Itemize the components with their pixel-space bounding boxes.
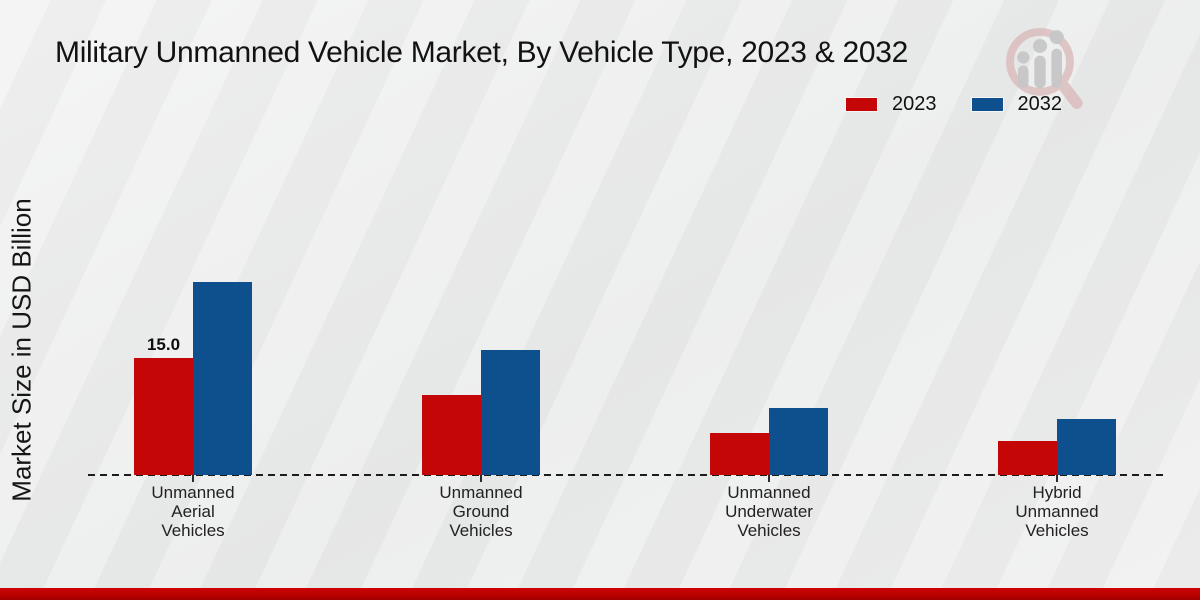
category-label-line: Unmanned bbox=[439, 483, 523, 502]
category-label-line: Ground bbox=[452, 502, 510, 521]
x-axis-tick bbox=[768, 475, 770, 482]
category-label-line: Unmanned bbox=[151, 483, 235, 502]
category-label-line: Aerial bbox=[171, 502, 215, 521]
chart-title: Military Unmanned Vehicle Market, By Veh… bbox=[55, 36, 908, 69]
legend-label-2032: 2032 bbox=[1017, 93, 1063, 115]
legend-item-2023: 2023 bbox=[845, 93, 937, 116]
category-label: Unmanned Underwater Vehicles bbox=[669, 483, 869, 540]
category-label: Unmanned Ground Vehicles bbox=[381, 483, 581, 540]
legend-swatch-2023 bbox=[845, 97, 878, 112]
x-axis-tick bbox=[480, 475, 482, 482]
x-axis-tick bbox=[1056, 475, 1058, 482]
category-label-line: Vehicles bbox=[1025, 521, 1089, 540]
legend-item-2032: 2032 bbox=[970, 93, 1063, 116]
bar-value-label: 15.0 bbox=[146, 335, 181, 354]
x-axis-tick bbox=[192, 475, 194, 482]
bar-2023-2 bbox=[422, 395, 481, 475]
bar-2032-3 bbox=[769, 408, 828, 475]
category-label-line: Underwater bbox=[725, 502, 813, 521]
legend-label-2023: 2023 bbox=[892, 93, 937, 115]
legend: 2023 2032 bbox=[845, 93, 1062, 116]
x-axis-baseline bbox=[88, 474, 1164, 476]
bar-2023-4 bbox=[998, 441, 1057, 475]
watermark-logo-icon bbox=[1006, 27, 1083, 109]
footer-accent-bar bbox=[0, 588, 1200, 600]
category-label: Unmanned Aerial Vehicles bbox=[93, 483, 293, 540]
bar-2032-2 bbox=[481, 350, 540, 475]
bar-2023-3 bbox=[710, 433, 769, 475]
bar-2032-4 bbox=[1057, 419, 1116, 475]
category-label-line: Hybrid bbox=[1032, 483, 1082, 502]
category-label-line: Vehicles bbox=[449, 521, 513, 540]
category-label-line: Unmanned bbox=[1015, 502, 1099, 521]
category-label: Hybrid Unmanned Vehicles bbox=[957, 483, 1157, 540]
category-label-line: Vehicles bbox=[737, 521, 801, 540]
category-label-line: Unmanned bbox=[727, 483, 811, 502]
category-label-line: Vehicles bbox=[161, 521, 225, 540]
bar-2023-1 bbox=[134, 358, 193, 475]
legend-swatch-2032 bbox=[970, 97, 1004, 112]
bar-2032-1 bbox=[193, 282, 252, 475]
